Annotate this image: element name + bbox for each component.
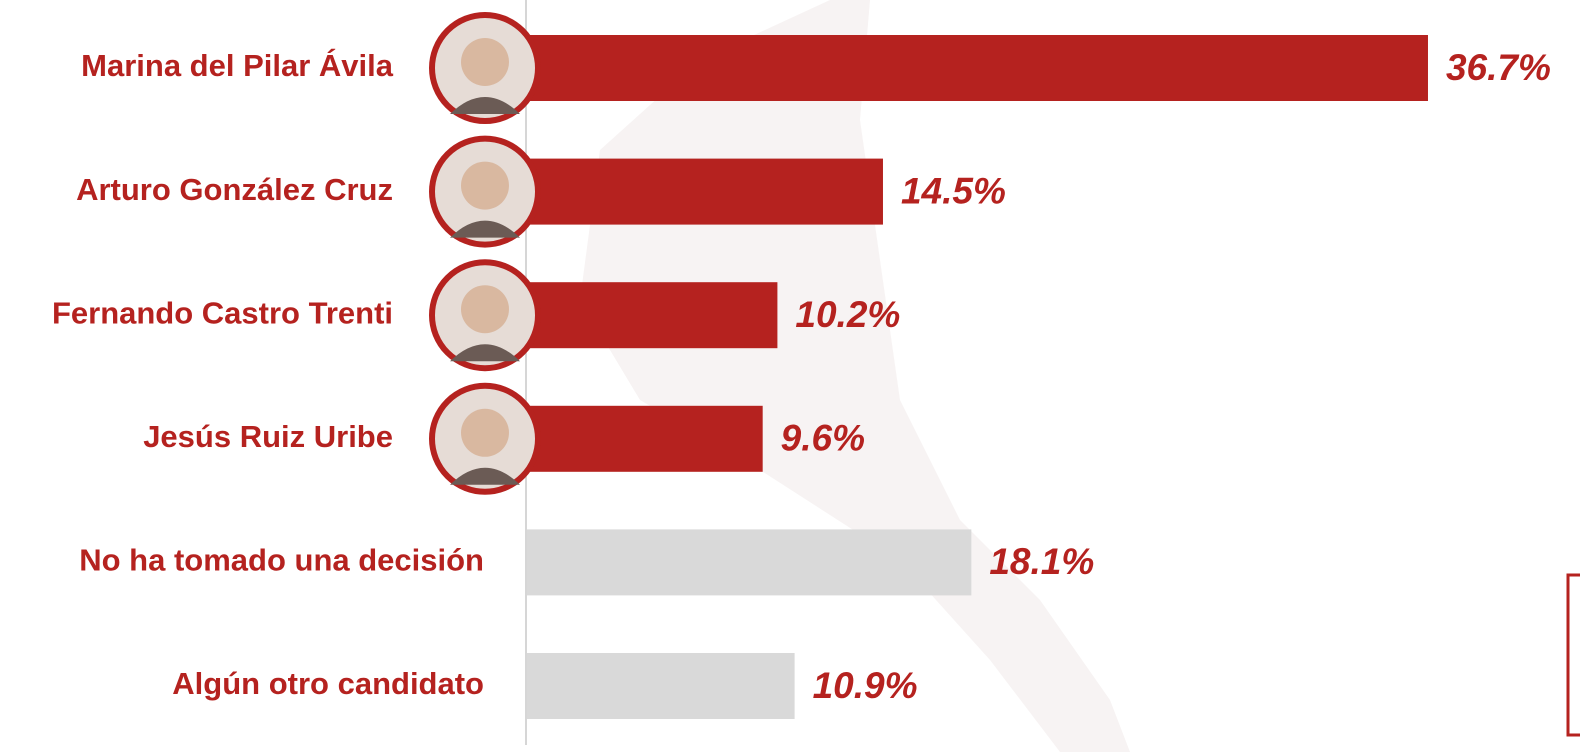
photo-face [461,408,509,457]
category-label: Marina del Pilar Ávila [81,48,394,83]
category-label: Algún otro candidato [172,666,484,701]
bar [527,282,778,349]
category-label: Jesús Ruiz Uribe [143,419,393,454]
bar [527,653,795,719]
photo-body [450,467,520,485]
bar [527,529,972,596]
background-map [580,0,1130,752]
decoration [1566,573,1580,737]
value-label: 14.5% [901,170,1006,211]
value-label: 36.7% [1446,47,1551,88]
value-label: 18.1% [989,541,1094,582]
photo-face [461,38,509,86]
bar [527,158,883,225]
category-label: No ha tomado una decisión [79,543,484,578]
photo-body [450,220,520,238]
photo-face [461,161,509,210]
photo-face [461,285,509,334]
category-label: Arturo González Cruz [76,172,393,207]
category-label: Fernando Castro Trenti [52,295,393,330]
value-label: 10.2% [795,294,900,335]
value-label: 9.6% [781,418,865,459]
value-label: 10.9% [813,665,918,706]
photo-body [450,97,520,114]
photo-body [450,344,520,362]
bar [527,405,763,472]
bar [527,35,1428,101]
